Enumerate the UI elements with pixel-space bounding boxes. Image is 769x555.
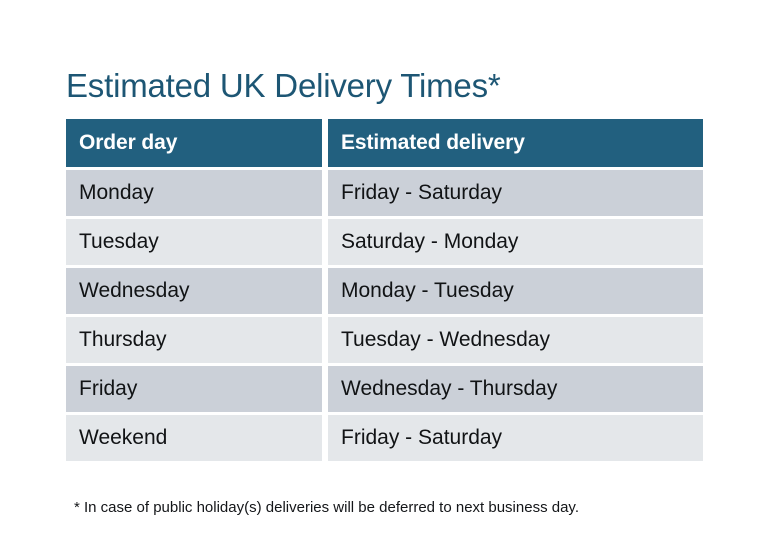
cell-order-day: Weekend [66, 415, 322, 461]
table-row: Weekend Friday - Saturday [66, 415, 703, 461]
cell-estimated-delivery: Saturday - Monday [328, 219, 703, 265]
table-header-row: Order day Estimated delivery [66, 119, 703, 167]
cell-estimated-delivery: Friday - Saturday [328, 170, 703, 216]
cell-order-day: Wednesday [66, 268, 322, 314]
column-header-estimated-delivery: Estimated delivery [328, 119, 703, 167]
table-row: Thursday Tuesday - Wednesday [66, 317, 703, 363]
cell-estimated-delivery: Wednesday - Thursday [328, 366, 703, 412]
table-row: Wednesday Monday - Tuesday [66, 268, 703, 314]
cell-order-day: Monday [66, 170, 322, 216]
page-title: Estimated UK Delivery Times* [66, 67, 501, 105]
table-row: Monday Friday - Saturday [66, 170, 703, 216]
table-row: Friday Wednesday - Thursday [66, 366, 703, 412]
cell-estimated-delivery: Tuesday - Wednesday [328, 317, 703, 363]
column-header-order-day: Order day [66, 119, 322, 167]
table-row: Tuesday Saturday - Monday [66, 219, 703, 265]
cell-estimated-delivery: Monday - Tuesday [328, 268, 703, 314]
cell-order-day: Thursday [66, 317, 322, 363]
delivery-times-table: Order day Estimated delivery Monday Frid… [66, 119, 703, 461]
cell-order-day: Friday [66, 366, 322, 412]
cell-estimated-delivery: Friday - Saturday [328, 415, 703, 461]
cell-order-day: Tuesday [66, 219, 322, 265]
footnote-text: * In case of public holiday(s) deliverie… [74, 499, 579, 516]
